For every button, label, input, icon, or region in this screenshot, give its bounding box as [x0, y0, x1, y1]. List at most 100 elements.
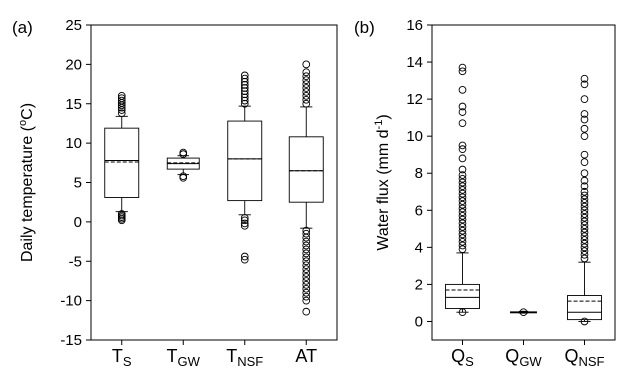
y-tick-label: 0 — [74, 214, 82, 231]
category-main: T — [112, 346, 123, 366]
box-qs — [446, 64, 480, 315]
outlier-point — [303, 285, 310, 292]
outlier-point — [459, 86, 466, 93]
outlier-point — [303, 250, 310, 257]
outlier-point — [581, 133, 588, 140]
outlier-point — [303, 270, 310, 277]
iqr-box — [446, 284, 480, 308]
x-category-label: TS — [112, 346, 132, 369]
y-tick-label: 10 — [65, 135, 82, 152]
y-tick-label: 8 — [415, 165, 423, 182]
panel-a: (a) -15 -10 -5 0 5 10 15 20 25 Daily temperature (… — [12, 17, 337, 369]
category-subscript: GW — [178, 354, 201, 369]
x-category-label: QGW — [505, 346, 542, 369]
y-axis-title: Daily temperature (oC) — [17, 103, 36, 262]
outlier-point — [303, 77, 310, 84]
panel-label: (b) — [354, 18, 375, 37]
outlier-point — [303, 73, 310, 80]
category-main: Q — [451, 346, 465, 366]
x-category-label: AT — [295, 346, 317, 366]
y-axis-title-unit: C) — [19, 103, 36, 120]
y-tick-label: 4 — [415, 239, 423, 256]
outlier-point — [303, 61, 310, 68]
x-category-label: TGW — [167, 346, 201, 369]
outlier-point — [303, 69, 310, 76]
outlier-point — [581, 159, 588, 166]
outlier-point — [303, 278, 310, 285]
category-main: AT — [295, 346, 317, 366]
box-ts — [105, 92, 139, 223]
category-subscript: NSF — [579, 354, 605, 369]
outlier-point — [303, 89, 310, 96]
category-main: Q — [564, 346, 578, 366]
y-tick-label: 0 — [415, 313, 423, 330]
box-tnsf — [228, 72, 262, 263]
outlier-point — [180, 174, 187, 181]
outlier-point — [303, 262, 310, 269]
outlier-point — [303, 266, 310, 273]
outlier-point — [303, 96, 310, 103]
y-tick-label: -10 — [60, 293, 82, 310]
y-axis-title-main: Water flux (mm d — [375, 129, 392, 250]
outlier-point — [180, 149, 187, 156]
outlier-point — [303, 81, 310, 88]
y-axis-title-main: Daily temperature ( — [19, 125, 36, 262]
category-subscript: S — [123, 354, 132, 369]
outlier-point — [303, 258, 310, 265]
iqr-box — [105, 128, 139, 197]
outlier-point — [581, 96, 588, 103]
x-category-label: QS — [451, 346, 474, 369]
panel-label: (a) — [12, 18, 33, 37]
outlier-point — [303, 297, 310, 304]
outlier-point — [303, 100, 310, 107]
y-tick-label: -5 — [69, 253, 82, 270]
category-main: T — [167, 346, 178, 366]
outlier-point — [303, 92, 310, 99]
outlier-point — [459, 120, 466, 127]
box-qnsf — [568, 75, 602, 325]
y-tick-label: 6 — [415, 202, 423, 219]
outlier-point — [303, 293, 310, 300]
y-axis-title: Water flux (mm d-1) — [373, 114, 392, 250]
category-main: T — [226, 346, 237, 366]
x-category-label: QNSF — [564, 346, 604, 369]
y-tick-label: 10 — [406, 128, 423, 145]
outlier-point — [581, 170, 588, 177]
iqr-box — [289, 137, 323, 202]
outlier-point — [459, 155, 466, 162]
y-tick-label: 16 — [406, 17, 423, 34]
y-tick-label: 15 — [65, 96, 82, 113]
y-axis-title-unit: ) — [375, 114, 392, 119]
box-qgw — [511, 309, 537, 316]
outlier-point — [581, 125, 588, 132]
category-main: Q — [505, 346, 519, 366]
iqr-box — [228, 121, 262, 201]
outlier-point — [303, 274, 310, 281]
iqr-box — [568, 296, 602, 320]
outlier-point — [303, 281, 310, 288]
outlier-point — [303, 289, 310, 296]
y-axis-title-superscript: -1 — [373, 120, 385, 130]
outlier-point — [303, 308, 310, 315]
y-tick-label: 2 — [415, 276, 423, 293]
outlier-point — [303, 254, 310, 261]
box-tgw — [167, 149, 199, 181]
outlier-point — [303, 85, 310, 92]
outlier-point — [303, 246, 310, 253]
category-subscript: NSF — [237, 354, 263, 369]
panel-b: (b)0246810121416Water flux (mm d-1)QS QGW… — [354, 17, 615, 369]
outlier-point — [581, 151, 588, 158]
y-tick-label: 5 — [74, 175, 82, 192]
y-tick-label: 14 — [406, 54, 423, 71]
category-subscript: GW — [519, 354, 542, 369]
outlier-point — [303, 234, 310, 241]
outlier-point — [303, 242, 310, 249]
outlier-point — [303, 238, 310, 245]
x-category-label: TNSF — [226, 346, 263, 369]
category-subscript: S — [465, 354, 474, 369]
y-tick-label: 12 — [406, 91, 423, 108]
y-tick-label: 25 — [65, 17, 82, 34]
y-tick-label: -15 — [60, 332, 82, 349]
y-tick-label: 20 — [65, 56, 82, 73]
